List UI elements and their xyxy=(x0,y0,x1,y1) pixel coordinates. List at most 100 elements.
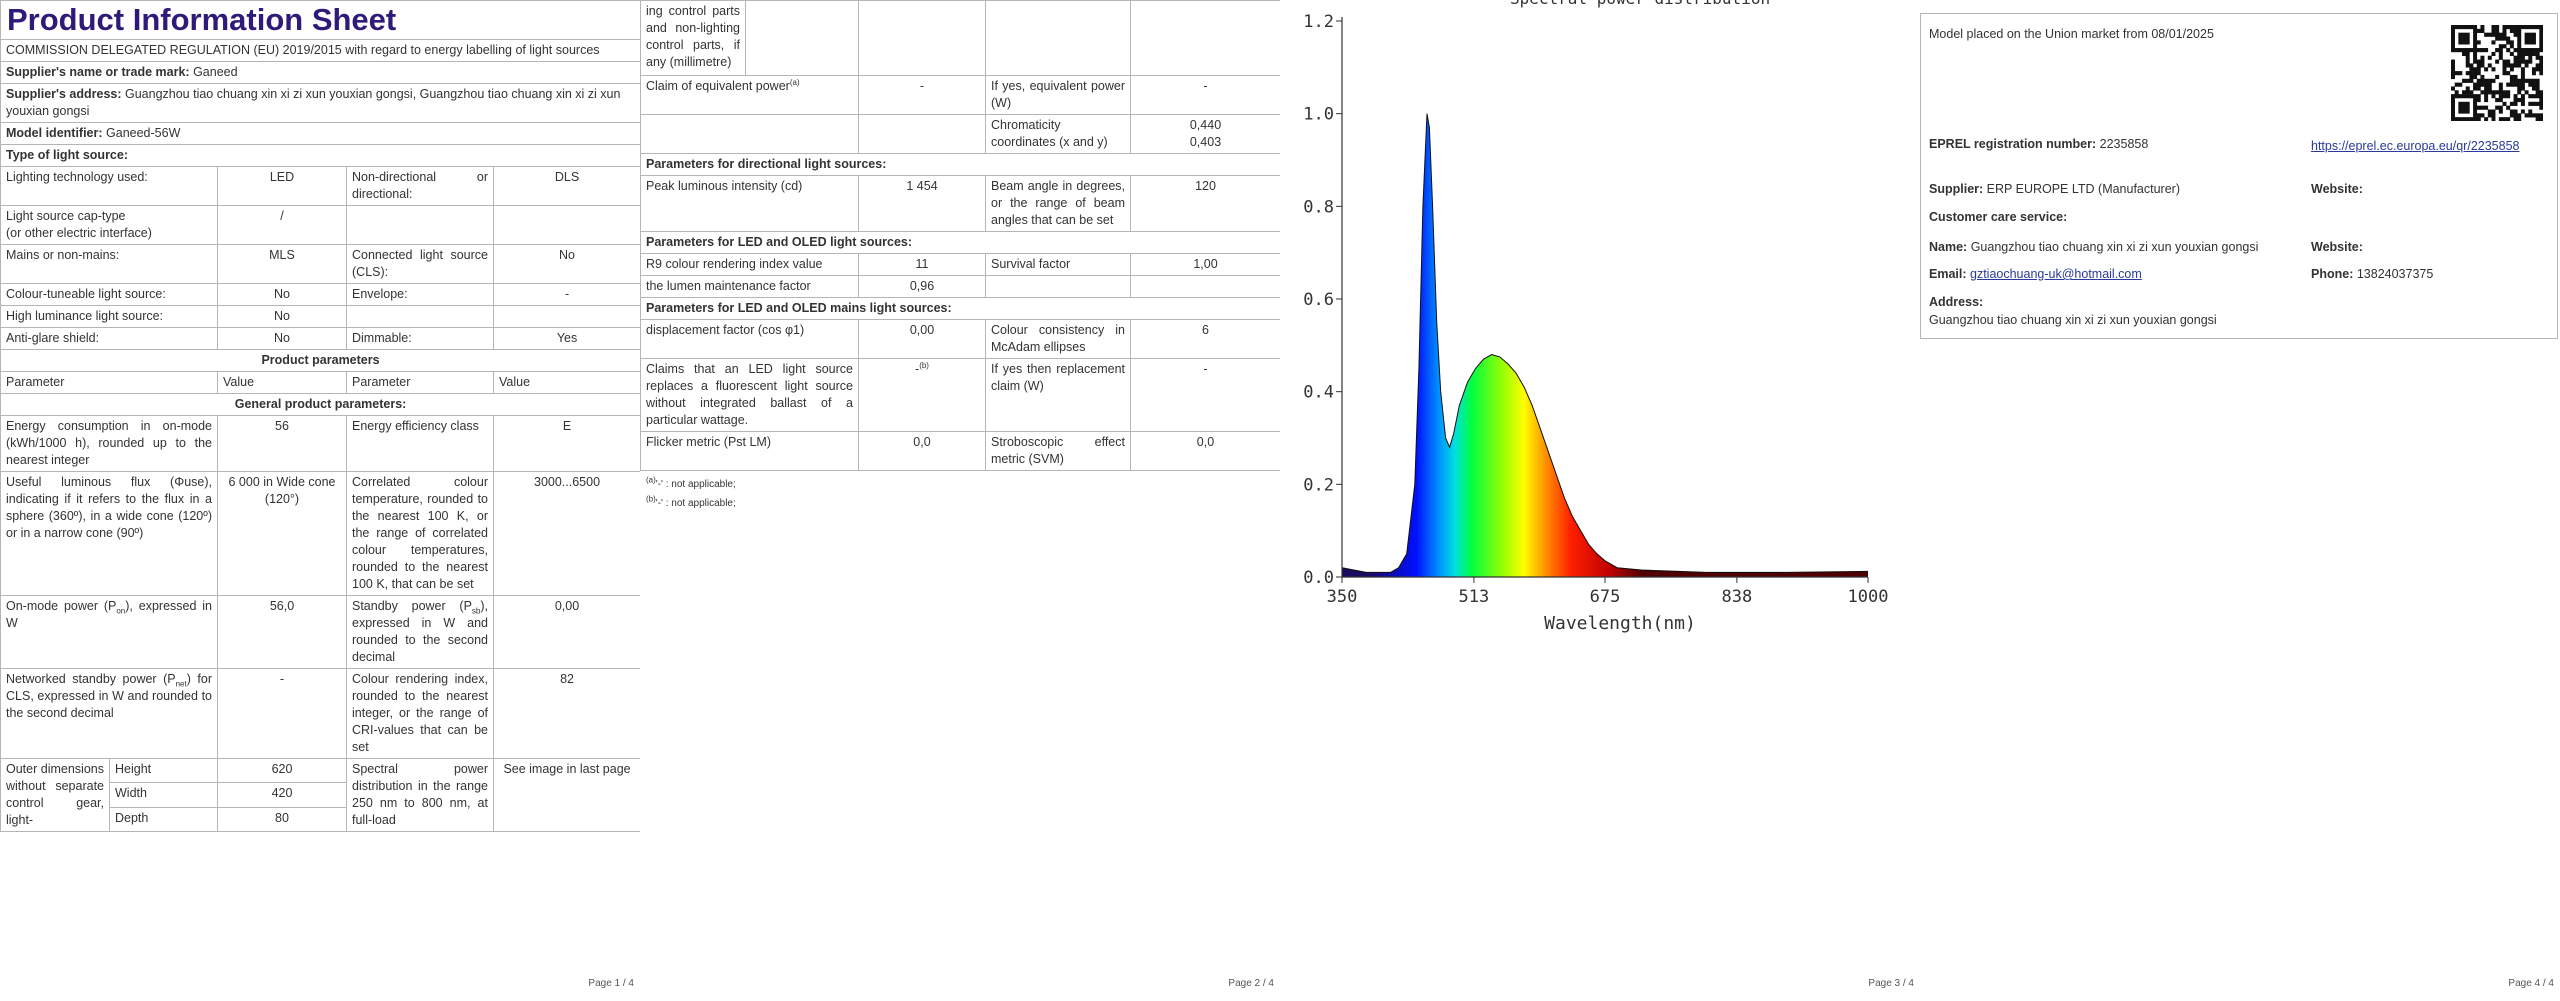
qr-module xyxy=(2502,71,2507,76)
eprel-link[interactable]: https://eprel.ec.europa.eu/qr/2235858 xyxy=(2311,139,2520,153)
text: (a) xyxy=(789,77,800,87)
text: 0,403 xyxy=(1189,135,1222,149)
qr-module xyxy=(2484,67,2489,72)
qr-module xyxy=(2473,94,2478,99)
qr-module xyxy=(2513,117,2518,121)
qr-module xyxy=(2473,32,2478,37)
text: sb xyxy=(471,606,481,616)
qr-module xyxy=(2476,63,2481,68)
qr-module xyxy=(2462,109,2467,114)
qr-module xyxy=(2502,25,2507,30)
qr-module xyxy=(2458,40,2463,45)
text: Address: xyxy=(1929,295,1984,309)
qr-module xyxy=(2469,74,2474,80)
qr-module xyxy=(2451,28,2455,33)
y-tick-label: 1.2 xyxy=(1303,12,1334,32)
qr-module xyxy=(2520,82,2525,87)
qr-module xyxy=(2502,90,2507,95)
text: Name: Guangzhou tiao chuang xin xi zi xu… xyxy=(1929,240,2258,254)
qr-module xyxy=(2465,32,2470,37)
qr-module xyxy=(2498,105,2503,110)
qr-module xyxy=(2535,113,2540,118)
qr-module xyxy=(2495,32,2500,37)
table-cell: Stroboscopic effect metric (SVM) xyxy=(985,431,1131,471)
qr-module xyxy=(2513,63,2518,68)
text: Name: xyxy=(1929,240,1968,254)
table-cell: 0,00 xyxy=(858,319,986,359)
qr-module xyxy=(2491,67,2496,72)
qr-module xyxy=(2513,25,2518,30)
qr-module xyxy=(2462,94,2467,99)
table-cell: Envelope: xyxy=(346,283,494,306)
qr-module xyxy=(2502,44,2507,49)
y-tick-label: 0.2 xyxy=(1303,475,1334,495)
qr-module xyxy=(2531,48,2536,53)
table-cell xyxy=(1130,0,1280,76)
qr-module xyxy=(2454,94,2459,99)
table-cell: 0,0 xyxy=(858,431,986,471)
qr-module xyxy=(2520,109,2525,114)
qr-module xyxy=(2498,94,2503,99)
qr-module xyxy=(2487,90,2492,95)
text: (a)'-' : not applicable; xyxy=(646,475,1274,494)
qr-module xyxy=(2495,74,2500,80)
qr-module xyxy=(2528,101,2533,106)
qr-module xyxy=(2465,40,2470,45)
qr-module xyxy=(2513,94,2518,99)
qr-module xyxy=(2535,51,2540,57)
qr-module xyxy=(2502,59,2507,64)
qr-module xyxy=(2513,113,2518,118)
qr-module xyxy=(2531,40,2536,45)
table-cell: Mains or non-mains: xyxy=(0,244,218,284)
qr-module xyxy=(2487,109,2492,114)
table-cell: General product parameters: xyxy=(0,393,640,416)
table-cell: Outer dimensions without separate contro… xyxy=(0,758,110,832)
table-cell xyxy=(858,0,986,76)
qr-module xyxy=(2535,101,2540,106)
qr-module xyxy=(2498,48,2503,53)
qr-module xyxy=(2491,113,2496,118)
qr-module xyxy=(2528,94,2533,99)
sheet-table: Product Information Sheet COMMISSION DEL… xyxy=(0,0,640,833)
qr-module xyxy=(2506,40,2511,45)
text: ), expressed in W and rounded to the sec… xyxy=(352,599,488,664)
qr-module xyxy=(2520,97,2525,103)
qr-module xyxy=(2480,25,2485,30)
email-link[interactable]: gztiaochuang-uk@hotmail.com xyxy=(1970,267,2142,281)
qr-module xyxy=(2517,44,2522,49)
qr-module xyxy=(2517,40,2522,45)
table-cell: Survival factor xyxy=(985,253,1131,276)
qr-module xyxy=(2517,36,2522,41)
y-tick-label: 0.6 xyxy=(1303,290,1334,310)
qr-module xyxy=(2517,28,2522,33)
table-cell: -(b) xyxy=(858,358,986,432)
qr-module xyxy=(2513,59,2518,64)
text: 13824037375 xyxy=(2356,267,2434,281)
qr-module xyxy=(2520,101,2525,106)
table-cell: 620 xyxy=(217,757,347,784)
sheet-table: ing control parts and non-lighting contr… xyxy=(640,0,1280,471)
text: EPREL registration number: 2235858 xyxy=(1929,137,2148,151)
qr-module xyxy=(2491,117,2496,121)
qr-module xyxy=(2506,82,2511,87)
qr-module xyxy=(2509,51,2514,57)
qr-module xyxy=(2520,59,2525,64)
qr-module xyxy=(2476,59,2481,64)
qr-module xyxy=(2462,40,2467,45)
qr-module xyxy=(2484,94,2489,99)
qr-module xyxy=(2469,71,2474,76)
table-cell: Flicker metric (Pst LM) xyxy=(640,431,859,471)
qr-module xyxy=(2491,28,2496,33)
text: ) for CLS, expressed in W and rounded to… xyxy=(6,672,212,720)
text: Phone: 13824037375 xyxy=(2311,267,2433,281)
qr-module xyxy=(2531,94,2536,99)
qr-module xyxy=(2524,51,2529,57)
qr-module xyxy=(2469,25,2474,30)
table-cell: displacement factor (cos φ1) xyxy=(640,319,859,359)
table-cell: Energy efficiency class xyxy=(346,415,494,472)
table-cell: Value xyxy=(492,371,640,394)
table-cell: Non-directional or directional: xyxy=(346,166,494,206)
qr-module xyxy=(2458,105,2463,110)
text: net xyxy=(175,679,187,689)
qr-module xyxy=(2539,90,2543,95)
